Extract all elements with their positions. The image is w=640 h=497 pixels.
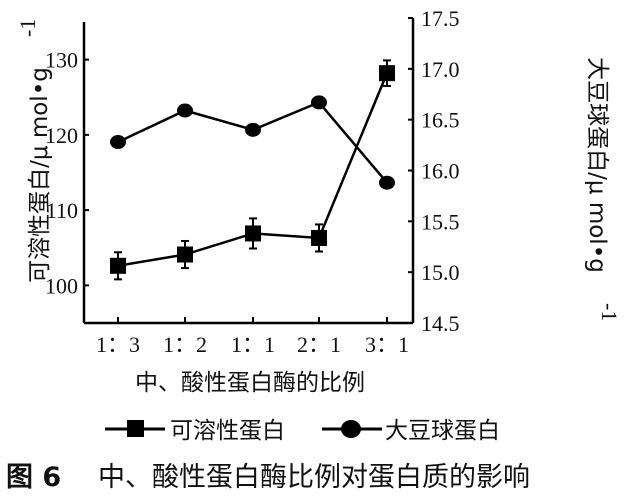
data-point-circle <box>110 135 126 150</box>
left-tick-label: 100 <box>45 273 78 298</box>
left-tick-label: 130 <box>45 48 78 73</box>
left-axis-label-sup: -1 <box>15 19 40 37</box>
left-tick-label: 110 <box>46 198 78 223</box>
x-tick-label: 1：2 <box>163 332 207 357</box>
right-tick-label: 16.0 <box>421 159 460 184</box>
x-tick-label: 2：1 <box>297 332 341 357</box>
legend-label: 可溶性蛋白 <box>170 418 285 444</box>
left-axis-label-text: 可溶性蛋白/μ mol•g <box>27 67 53 283</box>
x-tick-label: 3：1 <box>365 332 409 357</box>
right-tick-label: 17.0 <box>421 57 460 82</box>
right-axis-label: 大豆球蛋白/μ mol•g -1 <box>584 57 622 321</box>
right-axis-label-text: 大豆球蛋白/μ mol•g <box>584 57 610 273</box>
x-axis-label: 中、酸性蛋白酶的比例 <box>135 370 365 396</box>
x-tick-label: 1：1 <box>231 332 275 357</box>
data-point-circle <box>177 103 193 118</box>
right-tick-label: 15.5 <box>421 209 460 234</box>
data-point-square <box>177 246 193 263</box>
legend-label: 大豆球蛋白 <box>385 418 500 444</box>
data-point-square <box>110 257 126 274</box>
x-tick-label: 1：3 <box>96 332 140 357</box>
tick-labels: 100 110 120 130 14.5 15.0 15.5 16.0 16.5 17.0 17.5… <box>45 6 460 357</box>
data-point-square <box>311 229 327 246</box>
right-tick-label: 17.5 <box>421 6 460 31</box>
right-tick-label: 14.5 <box>421 311 460 336</box>
figure-caption: 中、酸性蛋白酶比例对蛋白质的影响 <box>98 462 530 493</box>
figure-label: 图 6 <box>6 462 61 493</box>
data-point-square <box>379 65 395 82</box>
legend-item-soluble-protein: 可溶性蛋白 <box>105 418 285 444</box>
axes <box>82 17 415 325</box>
left-tick-label: 120 <box>45 123 78 148</box>
right-tick-label: 16.5 <box>421 108 460 133</box>
right-tick-label: 15.0 <box>421 260 460 285</box>
right-axis-label-sup: -1 <box>597 303 622 321</box>
data-point-circle <box>245 122 261 137</box>
data-point-circle <box>379 175 395 190</box>
data-point-square <box>245 225 261 242</box>
data-point-circle <box>311 95 327 110</box>
circle-marker-icon <box>341 420 361 438</box>
legend-item-glycinin: 大豆球蛋白 <box>322 418 500 444</box>
legend: 可溶性蛋白 大豆球蛋白 <box>105 418 500 444</box>
marks <box>110 59 395 281</box>
square-marker-icon <box>127 420 144 437</box>
left-axis-label: 可溶性蛋白/μ mol•g -1 <box>15 19 53 283</box>
